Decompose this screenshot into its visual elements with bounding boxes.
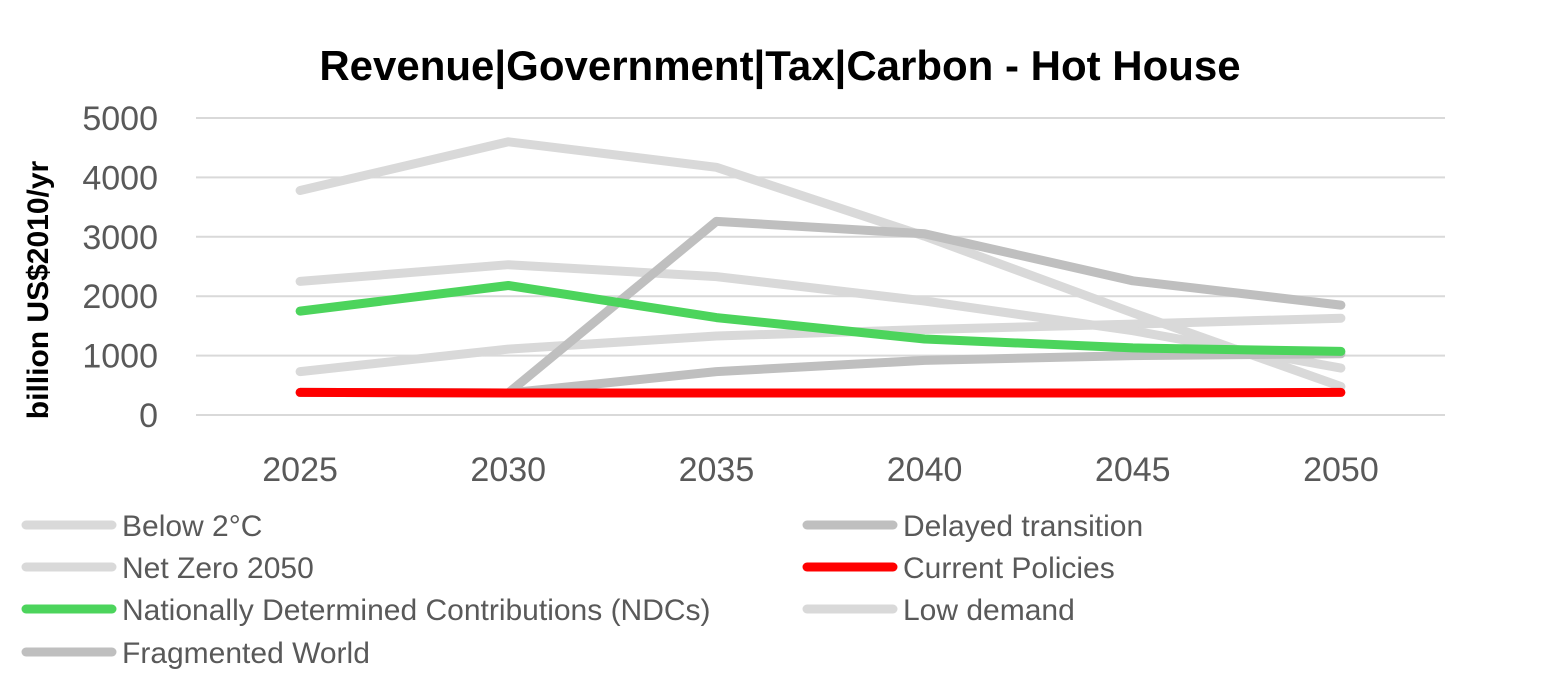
legend-label: Net Zero 2050 (122, 552, 314, 585)
legend-label: Fragmented World (122, 637, 370, 670)
y-tick-label: 5000 (82, 100, 158, 138)
legend-item-fragmented-world: Fragmented World (21, 637, 370, 670)
series-line-nationally-determined-contributions-ndcs (295, 281, 1346, 356)
series-line-below-2-c (295, 260, 1346, 373)
legend-item-below-2-c: Below 2°C (21, 510, 262, 543)
x-tick-label: 2035 (679, 451, 755, 489)
y-tick-label: 0 (139, 397, 158, 435)
y-axis-label: billion US$2010/yr (22, 160, 55, 419)
y-tick-label: 4000 (82, 159, 158, 197)
legend-label: Below 2°C (122, 510, 262, 543)
legend: Below 2°C Delayed transition Net Zero 2050… (21, 510, 1143, 670)
y-axis-ticks: 0 1000 2000 3000 4000 5000 (82, 100, 158, 435)
legend-label: Low demand (903, 594, 1075, 627)
series-line-fragmented-world (295, 349, 1346, 398)
legend-item-current-policies: Current Policies (802, 552, 1115, 585)
legend-item-nationally-determined-contributions-ndcs: Nationally Determined Contributions (NDC… (21, 594, 711, 627)
y-tick-label: 2000 (82, 278, 158, 316)
x-tick-label: 2040 (887, 451, 963, 489)
chart-title: Revenue|Government|Tax|Carbon - Hot Hous… (319, 42, 1240, 90)
x-tick-label: 2030 (470, 451, 546, 489)
x-tick-label: 2025 (262, 451, 338, 489)
x-axis-ticks: 2025 2030 2035 2040 2045 2050 (262, 451, 1378, 489)
legend-label: Delayed transition (903, 510, 1143, 543)
legend-item-low-demand: Low demand (802, 594, 1075, 627)
legend-item-net-zero-2050: Net Zero 2050 (21, 552, 314, 585)
y-tick-label: 3000 (82, 219, 158, 257)
legend-label: Nationally Determined Contributions (NDC… (122, 594, 711, 627)
x-tick-label: 2050 (1303, 451, 1379, 489)
legend-item-delayed-transition: Delayed transition (802, 510, 1143, 543)
legend-label: Current Policies (903, 552, 1115, 585)
series-line-net-zero-2050 (295, 137, 1346, 391)
plot-area (295, 137, 1346, 398)
x-tick-label: 2045 (1095, 451, 1171, 489)
y-tick-label: 1000 (82, 338, 158, 376)
series-line-current-policies (295, 387, 1346, 398)
